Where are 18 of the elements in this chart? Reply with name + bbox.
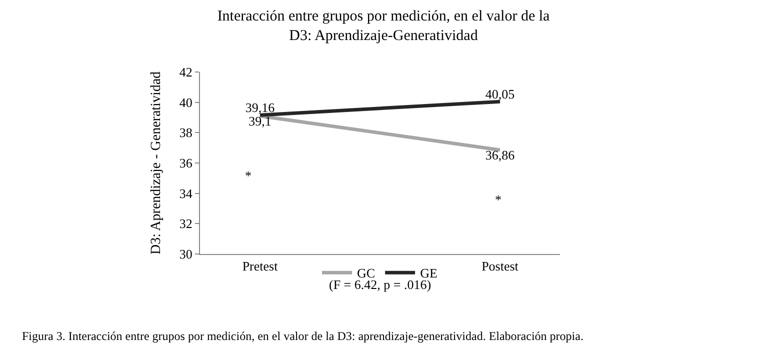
data-label: 39,1	[248, 114, 272, 129]
x-tick-label: Postest	[482, 258, 519, 274]
data-label: 40,05	[485, 86, 515, 102]
annotation: *	[245, 168, 252, 183]
y-axis-title: D3: Aprendizaje - Generatividad	[149, 71, 164, 255]
y-tick-label: 42	[179, 64, 192, 80]
data-label: 39,16	[245, 100, 276, 115]
x-tick-label: Pretest	[242, 258, 278, 274]
y-tick-label: 32	[179, 216, 192, 232]
chart-title: Interacción entre grupos por medición, en el valor de la D3: Aprendizaje-Generatividad	[217, 8, 550, 44]
y-tick-label: 38	[179, 125, 192, 140]
y-tick-label: 36	[179, 156, 193, 171]
annotation: *	[495, 192, 502, 207]
y-tick-label: 40	[179, 94, 192, 110]
data-label: 36,86	[485, 148, 516, 163]
y-tick-label: 30	[179, 246, 192, 262]
y-tick-label: 34	[179, 186, 193, 201]
text: Figura 3. Interacción entre grupos por medición, en el valor de la D3: aprendizaje-generatividad. Elaboración propia.	[22, 329, 584, 343]
